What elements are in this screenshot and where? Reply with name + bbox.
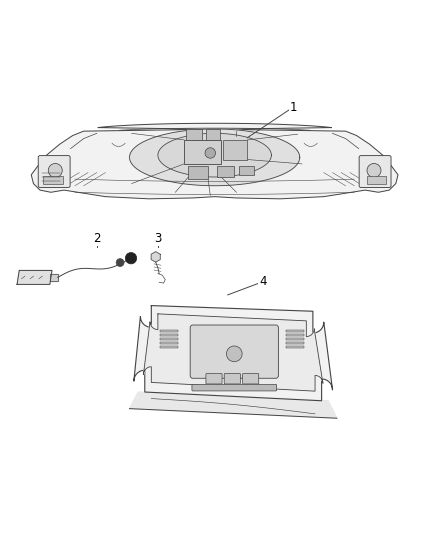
Circle shape [226,346,242,362]
Circle shape [116,259,124,266]
Polygon shape [31,123,398,199]
Polygon shape [130,129,300,185]
FancyBboxPatch shape [190,325,279,378]
Bar [239,166,254,175]
Polygon shape [50,274,58,281]
Circle shape [125,253,137,264]
Bar [160,334,178,336]
FancyBboxPatch shape [206,374,222,384]
Bar [217,166,234,177]
FancyBboxPatch shape [243,374,259,384]
FancyBboxPatch shape [224,374,240,384]
FancyBboxPatch shape [184,140,221,164]
Text: 3: 3 [154,232,162,245]
Polygon shape [17,270,52,285]
Polygon shape [151,252,160,262]
Bar [286,330,304,333]
Polygon shape [130,392,337,418]
Bar [286,334,304,336]
Polygon shape [144,314,323,391]
FancyBboxPatch shape [359,156,391,188]
Bar [367,176,386,183]
Polygon shape [158,133,272,177]
Bar [188,166,208,179]
Bar [286,342,304,344]
Bar [206,129,220,140]
FancyBboxPatch shape [38,156,70,188]
Bar [43,176,63,183]
Bar [160,342,178,344]
Polygon shape [134,305,332,401]
FancyBboxPatch shape [192,384,277,391]
Bar [286,345,304,348]
Circle shape [48,164,62,177]
Bar [160,345,178,348]
Bar [223,140,247,159]
Circle shape [367,164,381,177]
Bar [160,330,178,333]
Text: 4: 4 [259,275,266,288]
Bar [186,129,201,140]
Bar [286,338,304,340]
Circle shape [205,148,215,158]
Text: 2: 2 [93,232,100,245]
Bar [160,338,178,340]
Text: 1: 1 [290,101,297,114]
